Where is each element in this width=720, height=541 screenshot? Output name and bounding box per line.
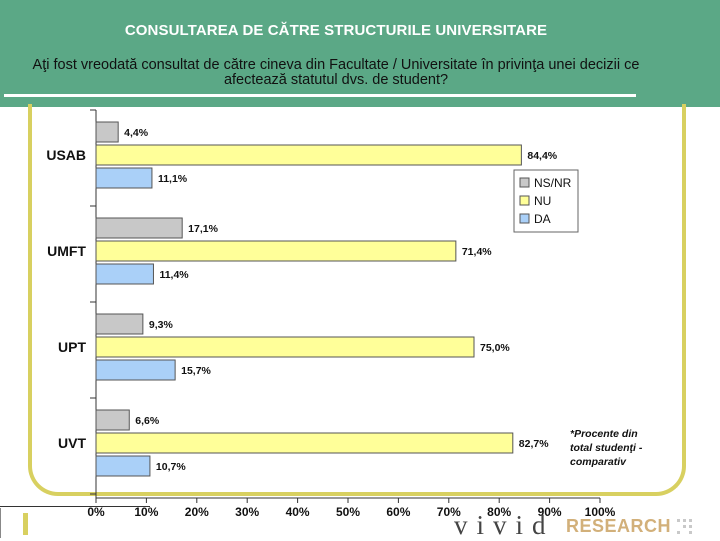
legend-label: NU xyxy=(534,194,551,208)
category-label: UPT xyxy=(58,339,86,355)
header-banner: CONSULTAREA DE CĂTRE STRUCTURILE UNIVERS… xyxy=(0,0,720,107)
data-label: 17,1% xyxy=(188,223,218,235)
legend-swatch xyxy=(519,195,530,206)
brand-dots-icon xyxy=(677,519,695,535)
data-label: 71,4% xyxy=(462,246,492,258)
header-divider xyxy=(4,94,636,97)
bar-nsnr xyxy=(95,217,183,239)
footer-box xyxy=(0,508,148,538)
x-tick-label: 90% xyxy=(538,505,562,519)
data-label: 84,4% xyxy=(527,150,557,162)
footer-accent-mark xyxy=(23,513,28,535)
x-tick-label: 20% xyxy=(185,505,209,519)
data-label: 9,3% xyxy=(149,319,174,331)
x-tick-label: 80% xyxy=(487,505,511,519)
category-label: USAB xyxy=(46,147,86,163)
x-tick-label: 30% xyxy=(235,505,259,519)
data-label: 11,1% xyxy=(158,173,188,185)
bar-da xyxy=(95,263,154,285)
data-label: 10,7% xyxy=(156,461,186,473)
data-label: 4,4% xyxy=(124,127,149,139)
x-tick-label: 100% xyxy=(585,505,616,519)
category-label: UMFT xyxy=(47,243,86,259)
chart-annotation: *Procente din total studenţi -comparativ xyxy=(570,428,643,468)
data-label: 15,7% xyxy=(181,365,211,377)
bar-da xyxy=(95,455,151,477)
data-label: 11,4% xyxy=(159,269,189,281)
bar-nu xyxy=(95,144,522,166)
bar-nsnr xyxy=(95,409,130,431)
brand-logo-research: RESEARCH xyxy=(566,516,672,536)
legend-label: DA xyxy=(534,212,551,226)
x-tick-label: 50% xyxy=(336,505,360,519)
legend-swatch xyxy=(519,213,530,224)
bar-nu xyxy=(95,240,457,262)
legend-swatch xyxy=(519,177,530,188)
x-tick-label: 0% xyxy=(87,505,105,519)
bar-da xyxy=(95,167,153,189)
data-label: 75,0% xyxy=(480,342,510,354)
bar-da xyxy=(95,359,176,381)
bar-nu xyxy=(95,432,514,454)
x-tick-label: 60% xyxy=(386,505,410,519)
category-label: UVT xyxy=(58,435,86,451)
bar-nsnr xyxy=(95,313,144,335)
x-tick-label: 70% xyxy=(437,505,461,519)
x-tick-label: 40% xyxy=(286,505,310,519)
data-label: 6,6% xyxy=(135,415,160,427)
survey-question: Aţi fost vreodată consultat de către cin… xyxy=(32,57,640,88)
brand-logo-vivid: vivid xyxy=(454,510,555,540)
page-title: CONSULTAREA DE CĂTRE STRUCTURILE UNIVERS… xyxy=(124,22,548,39)
bar-nsnr xyxy=(95,121,119,143)
legend-label: NS/NR xyxy=(534,176,572,190)
bar-nu xyxy=(95,336,475,358)
x-tick-label: 10% xyxy=(134,505,158,519)
data-label: 82,7% xyxy=(519,438,549,450)
chart-frame xyxy=(28,104,686,496)
footer-divider xyxy=(0,506,150,507)
